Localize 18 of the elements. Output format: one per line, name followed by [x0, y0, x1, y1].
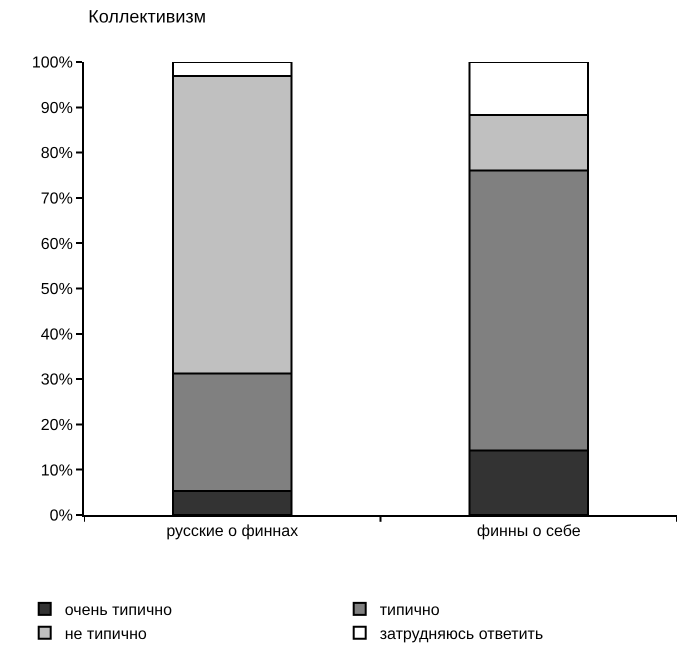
x-tick-label: русские о финнах — [166, 523, 298, 540]
legend-label: затрудняюсь ответить — [380, 626, 544, 643]
y-tick-label: 20% — [40, 417, 73, 434]
legend-label: типично — [380, 602, 440, 620]
y-tick-label: 10% — [40, 462, 73, 480]
y-tick-label: 40% — [40, 326, 73, 344]
y-tick-label: 100% — [32, 54, 73, 72]
legend-label: не типично — [64, 626, 147, 643]
y-tick-label: 80% — [40, 145, 73, 162]
y-tick-label: 30% — [40, 372, 73, 389]
y-tick-label: 0% — [50, 508, 73, 525]
legend-label: очень типично — [64, 602, 172, 620]
x-tick-label: финны о себе — [476, 523, 581, 540]
y-tick-label: 70% — [40, 190, 73, 208]
y-tick-label: 50% — [40, 281, 73, 298]
y-tick-label: 60% — [40, 236, 73, 253]
chart-title: Коллективизм — [88, 6, 206, 26]
y-tick-label: 90% — [40, 100, 73, 117]
